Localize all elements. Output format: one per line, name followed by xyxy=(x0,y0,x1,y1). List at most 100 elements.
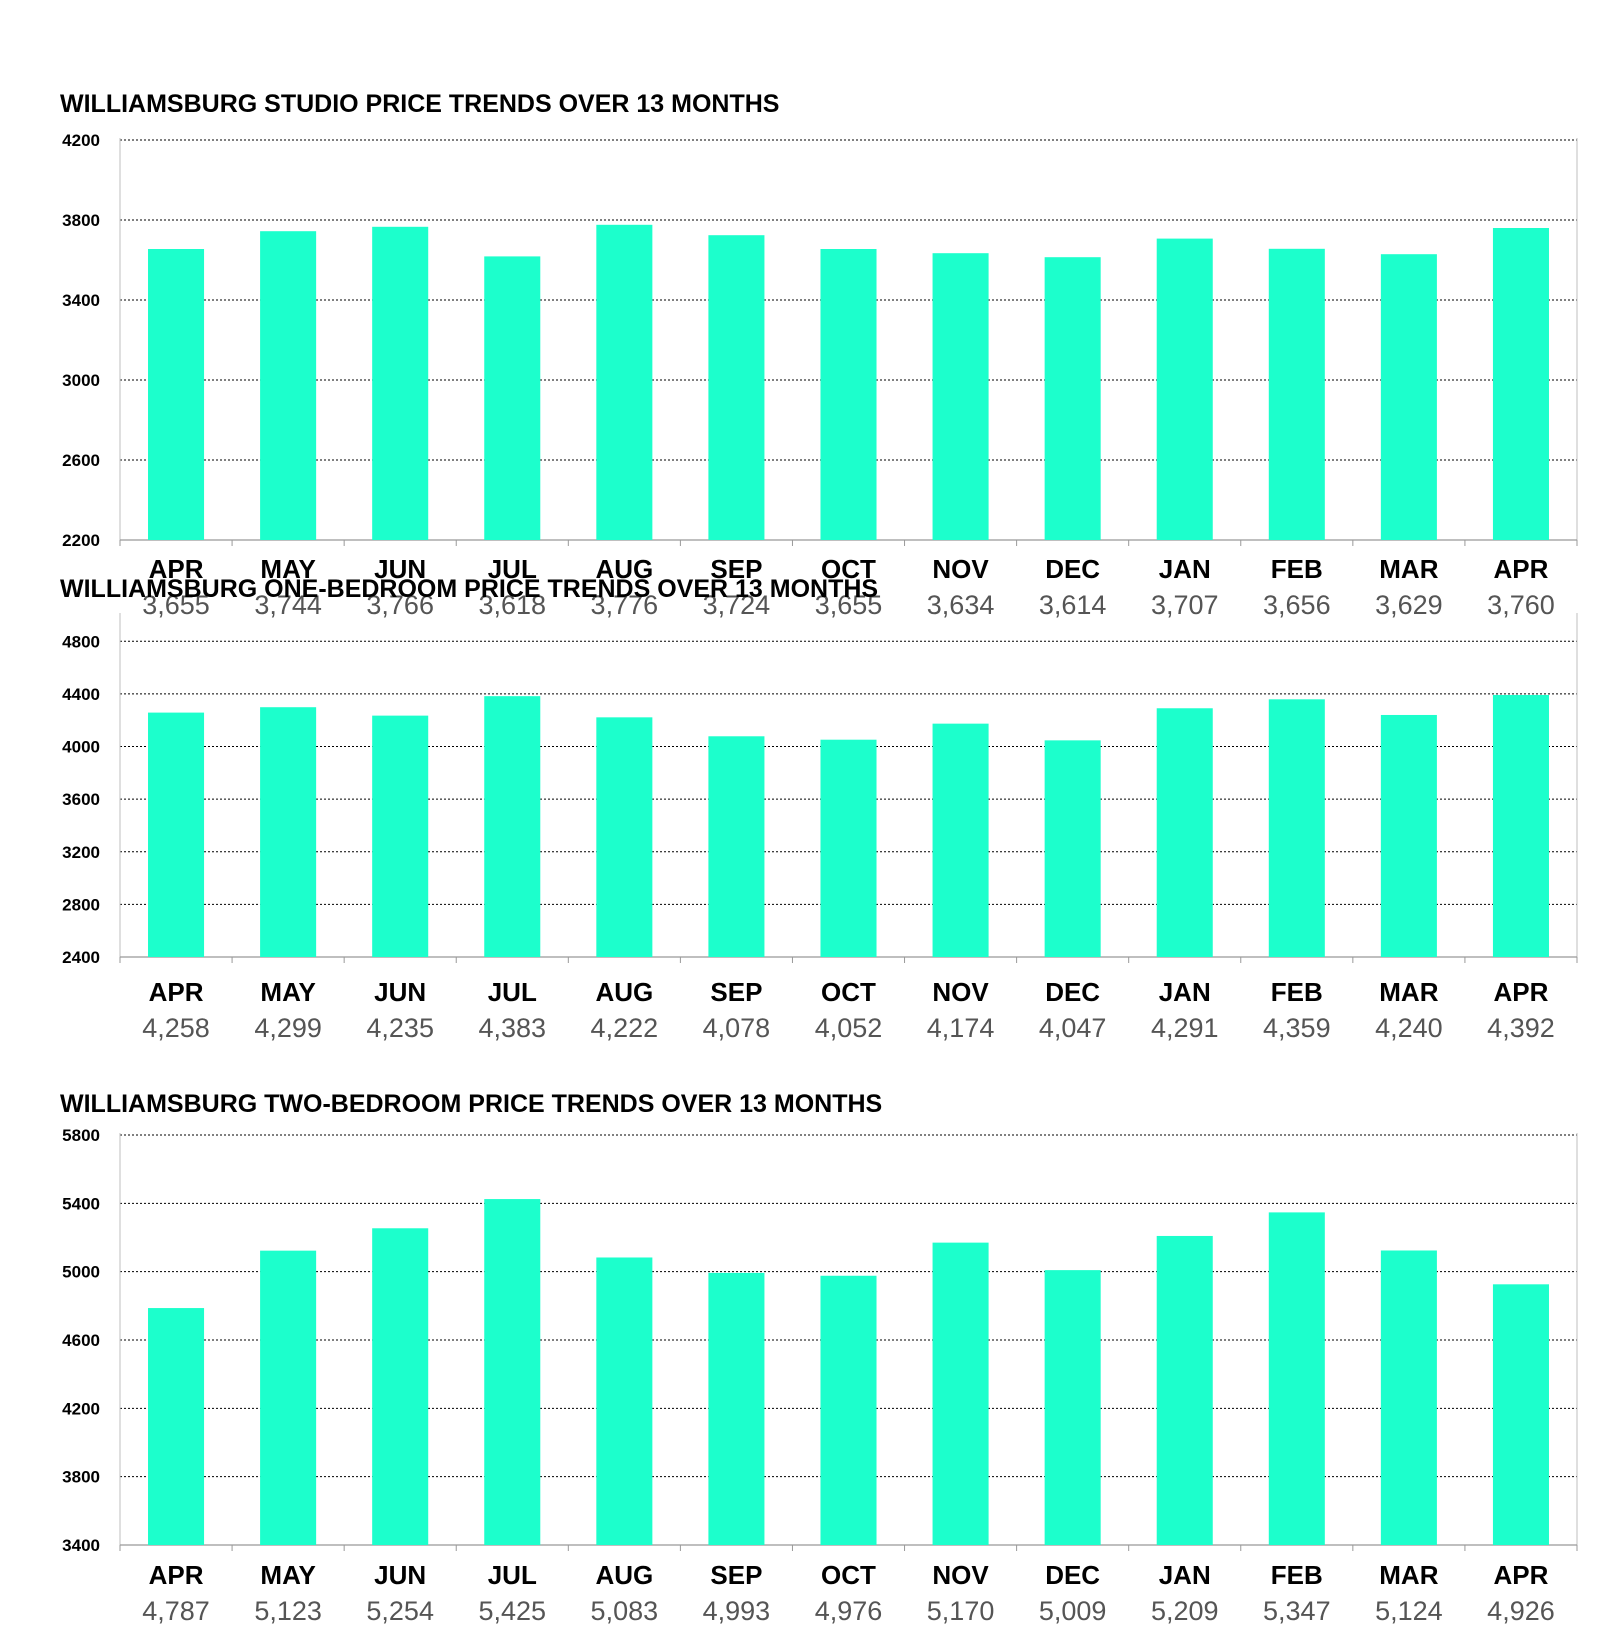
x-category-label: APR xyxy=(149,977,204,1007)
x-category-label: OCT xyxy=(821,554,876,584)
x-value-label: 4,235 xyxy=(366,1013,434,1043)
x-category-label: AUG xyxy=(595,554,653,584)
studio-chart: WILLIAMSBURG STUDIO PRICE TRENDS OVER 13… xyxy=(0,90,1600,620)
x-value-label: 4,258 xyxy=(142,1013,210,1043)
bar xyxy=(484,1199,541,1545)
y-tick-label: 3400 xyxy=(62,1536,100,1555)
bar xyxy=(1156,1235,1213,1545)
x-value-label: 4,240 xyxy=(1375,1013,1443,1043)
bar xyxy=(260,231,317,540)
two-bedroom-chart-plot: 3400 3800 4200 4600 5000 5400 5800 APR 4,787 MAY 5… xyxy=(62,1126,1578,1626)
x-value-label: 4,047 xyxy=(1039,1013,1107,1043)
bar xyxy=(596,224,653,541)
y-tick-label: 5400 xyxy=(62,1194,100,1213)
bar xyxy=(1492,1284,1549,1545)
x-category-label: NOV xyxy=(932,554,989,584)
x-category-label: OCT xyxy=(821,977,876,1007)
x-category-label: FEB xyxy=(1271,1560,1323,1590)
studio-chart-plot: 2200 2600 3000 3400 3800 4200 APR 3,655 MAY 3,744… xyxy=(62,131,1578,620)
bar xyxy=(1044,740,1101,957)
x-value-label: 4,383 xyxy=(478,1013,546,1043)
bar xyxy=(820,739,877,957)
x-value-label: 5,083 xyxy=(591,1596,659,1626)
x-value-label: 5,009 xyxy=(1039,1596,1107,1626)
bar xyxy=(932,1242,989,1545)
x-value-label: 4,052 xyxy=(815,1013,883,1043)
x-value-label: 3,618 xyxy=(478,590,546,620)
x-value-label: 3,656 xyxy=(1263,590,1331,620)
y-tick-label: 3200 xyxy=(62,843,100,862)
bar xyxy=(596,717,653,957)
x-value-label: 5,347 xyxy=(1263,1596,1331,1626)
y-tick-label: 3800 xyxy=(62,1468,100,1487)
y-tick-label: 2200 xyxy=(62,531,100,550)
bar xyxy=(1268,699,1325,957)
x-category-label: MAR xyxy=(1379,554,1438,584)
x-value-label: 5,425 xyxy=(478,1596,546,1626)
bar xyxy=(148,249,205,540)
x-category-label: OCT xyxy=(821,1560,876,1590)
bar xyxy=(260,1250,317,1545)
bar xyxy=(1492,228,1549,540)
two-bedroom-chart: WILLIAMSBURG TWO-BEDROOM PRICE TRENDS OV… xyxy=(0,1090,1600,1626)
y-tick-label: 4000 xyxy=(62,738,100,757)
y-tick-label: 4200 xyxy=(62,1399,100,1418)
x-value-label: 4,291 xyxy=(1151,1013,1219,1043)
bar xyxy=(708,1272,765,1545)
x-category-label: JUN xyxy=(374,554,426,584)
one-bedroom-chart: WILLIAMSBURG ONE-BEDROOM PRICE TRENDS OV… xyxy=(0,575,1600,1045)
y-tick-label: 2800 xyxy=(62,895,100,914)
x-category-label: JUL xyxy=(488,977,537,1007)
x-category-label: MAY xyxy=(260,977,315,1007)
bar xyxy=(1044,1270,1101,1545)
x-category-label: MAY xyxy=(260,554,315,584)
x-category-label: JUL xyxy=(488,1560,537,1590)
x-value-label: 5,170 xyxy=(927,1596,995,1626)
x-value-label: 4,993 xyxy=(703,1596,771,1626)
bar xyxy=(372,1228,429,1545)
bar xyxy=(820,1275,877,1545)
bar xyxy=(1156,708,1213,957)
x-value-label: 4,299 xyxy=(254,1013,322,1043)
x-category-label: DEC xyxy=(1045,977,1100,1007)
x-value-label: 4,174 xyxy=(927,1013,995,1043)
x-category-label: NOV xyxy=(932,977,989,1007)
y-tick-label: 3800 xyxy=(62,211,100,230)
x-value-label: 3,766 xyxy=(366,590,434,620)
x-category-label: APR xyxy=(1494,1560,1549,1590)
x-value-label: 3,614 xyxy=(1039,590,1107,620)
bar xyxy=(1156,238,1213,540)
bar xyxy=(596,1257,653,1545)
x-value-label: 5,124 xyxy=(1375,1596,1443,1626)
x-value-label: 3,629 xyxy=(1375,590,1443,620)
x-category-label: JAN xyxy=(1159,554,1211,584)
y-tick-label: 4800 xyxy=(62,632,100,651)
y-tick-label: 4400 xyxy=(62,685,100,704)
x-value-label: 4,359 xyxy=(1263,1013,1331,1043)
x-category-label: MAY xyxy=(260,1560,315,1590)
bar xyxy=(932,723,989,957)
x-category-label: DEC xyxy=(1045,1560,1100,1590)
y-tick-label: 4200 xyxy=(62,131,100,150)
bar xyxy=(1380,254,1437,540)
y-tick-label: 2400 xyxy=(62,948,100,967)
x-category-label: AUG xyxy=(595,1560,653,1590)
bar xyxy=(484,256,541,540)
y-tick-label: 3600 xyxy=(62,790,100,809)
x-value-label: 3,776 xyxy=(591,590,659,620)
x-value-label: 4,926 xyxy=(1487,1596,1555,1626)
bar xyxy=(1044,257,1101,540)
bar xyxy=(1380,1250,1437,1545)
one-bedroom-chart-plot: 2400 2800 3200 3600 4000 4400 4800 APR 4,258 MAY 4… xyxy=(62,613,1578,1043)
bar xyxy=(1380,714,1437,957)
x-value-label: 4,787 xyxy=(142,1596,210,1626)
x-category-label: SEP xyxy=(710,977,762,1007)
x-value-label: 3,744 xyxy=(254,590,322,620)
bar xyxy=(372,715,429,957)
chart-title: WILLIAMSBURG ONE-BEDROOM PRICE TRENDS OV… xyxy=(60,575,879,603)
x-category-label: MAR xyxy=(1379,1560,1438,1590)
chart-title: WILLIAMSBURG STUDIO PRICE TRENDS OVER 13… xyxy=(60,90,780,118)
x-value-label: 5,254 xyxy=(366,1596,434,1626)
bar xyxy=(148,1308,205,1545)
